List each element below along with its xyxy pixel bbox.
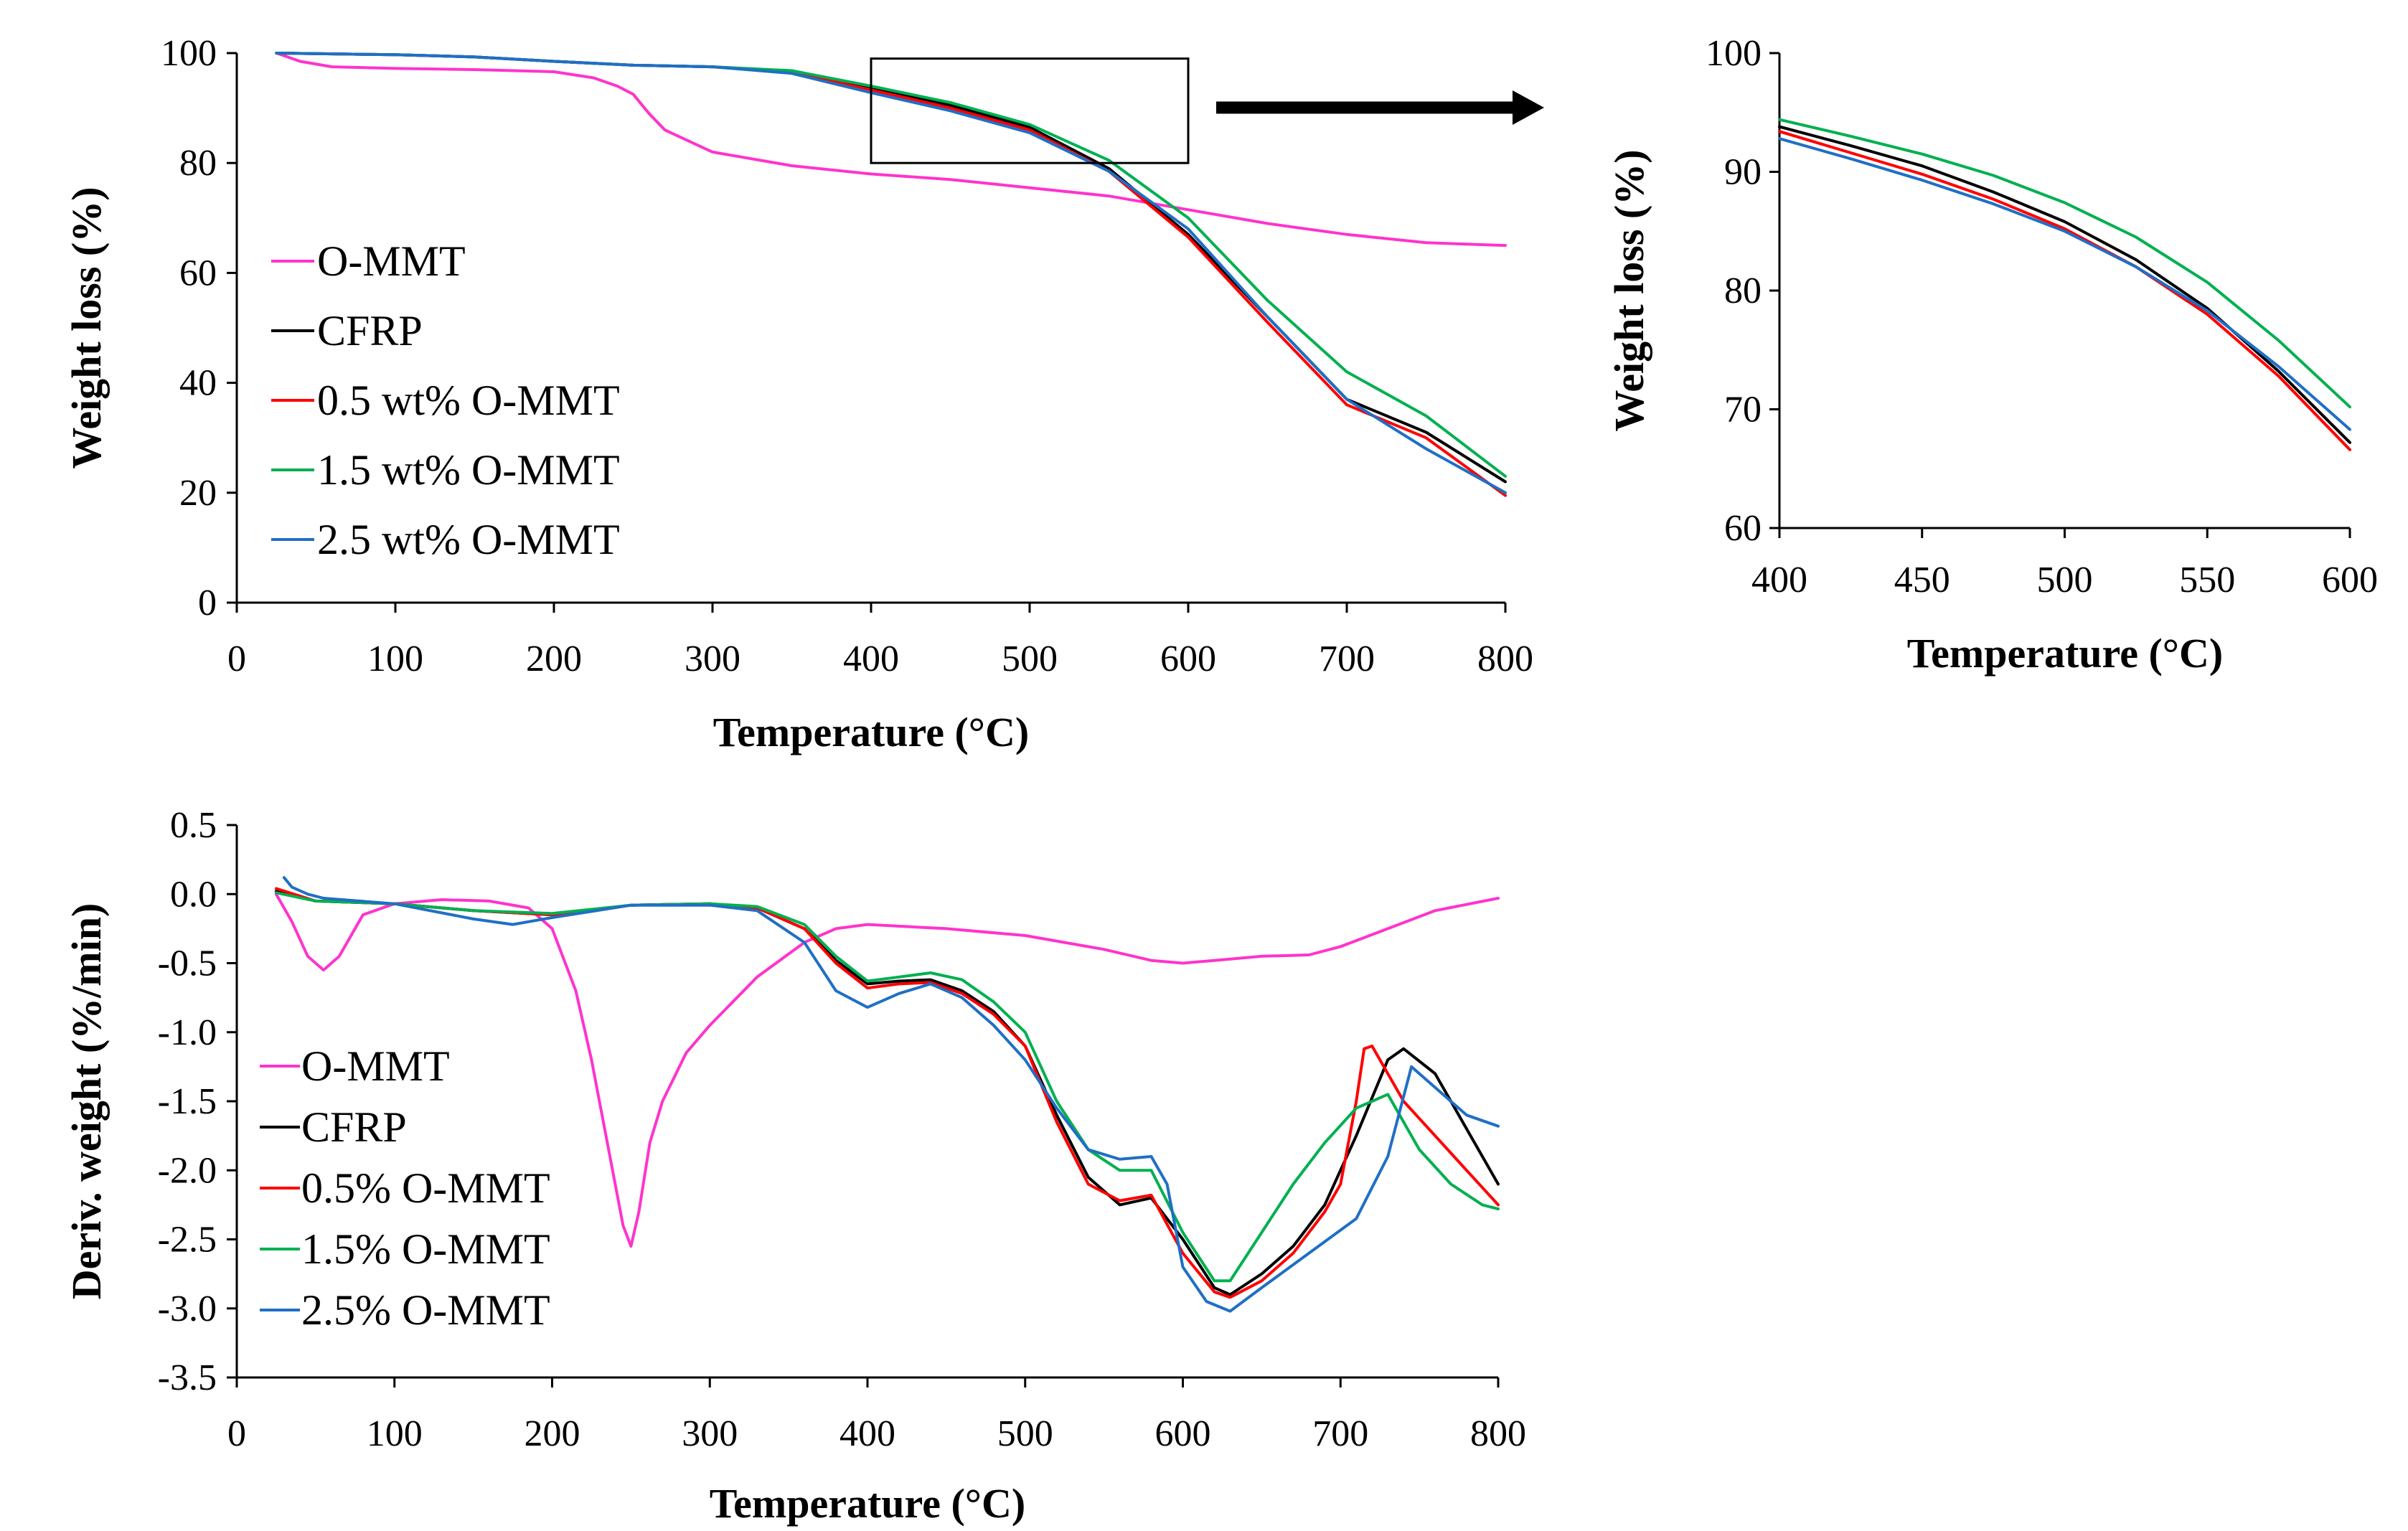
dtg-xtick-label: 0: [227, 1413, 246, 1454]
dtg-ytick-label: 0.5: [170, 805, 217, 846]
dtg-legend-label-1-5: 1.5% O-MMT: [301, 1225, 550, 1273]
tga_main-ytick-label: 100: [161, 33, 217, 74]
tga-main-legend: O-MMT CFRP 0.5 wt% O-MMT 1.5 wt% O-MMT 2…: [271, 237, 620, 563]
dtg-legend-item-1-5: 1.5% O-MMT: [260, 1225, 550, 1273]
legend-item-0-5: 0.5 wt% O-MMT: [271, 377, 620, 424]
tga-zoom-series: [1778, 118, 2351, 451]
tga-main-y-tick-labels: 0 20 40 60 80 100: [161, 33, 217, 623]
tga-zoom-y-axis-title: Weight loss (%): [1606, 149, 1652, 431]
dtg-tick-marks: [227, 824, 1500, 1388]
dtg-legend-item-o-mmt: O-MMT: [260, 1042, 450, 1090]
tga_main-ytick-label: 20: [179, 473, 217, 514]
dtg-ytick-label: -3.5: [158, 1357, 217, 1398]
tga_main-xtick-label: 700: [1319, 639, 1375, 679]
legend-item-cfrp: CFRP: [271, 307, 423, 354]
legend-label-2-5: 2.5 wt% O-MMT: [317, 516, 620, 563]
tga_zoom-xtick-label: 450: [1894, 560, 1950, 600]
tga_zoom-ytick-label: 60: [1724, 508, 1762, 549]
zoom-region-box: [870, 57, 1190, 164]
dtg-series-2-5: [282, 876, 1500, 1313]
dtg-legend-label-o-mmt: O-MMT: [301, 1042, 450, 1090]
tga-zoom-x-axis-title: Temperature (°C): [1907, 630, 2223, 677]
dtg-ytick-label: -1.5: [158, 1081, 217, 1122]
tga-main-y-axis-title: Weight loss (%): [63, 187, 110, 468]
dtg-ytick-label: 0.0: [170, 874, 217, 915]
tga_zoom-xtick-label: 400: [1751, 560, 1807, 600]
dtg-y-tick-labels: -3.5 -3.0 -2.5 -2.0 -1.5 -1.0 -0.5 0.0 0.5: [158, 805, 217, 1398]
tga_zoom-xtick-label: 600: [2322, 560, 2378, 600]
tga_zoom-series-0-5: [1778, 130, 2351, 451]
dtg-legend-label-2-5: 2.5% O-MMT: [301, 1286, 550, 1334]
dtg-xtick-label: 300: [682, 1413, 738, 1454]
legend-item-2-5: 2.5 wt% O-MMT: [271, 516, 620, 563]
tga_main-ytick-label: 60: [179, 253, 217, 293]
tga_main-xtick-label: 800: [1477, 639, 1533, 679]
tga_main-xtick-label: 100: [367, 639, 423, 679]
legend-item-1-5: 1.5 wt% O-MMT: [271, 446, 620, 494]
tga-main-x-axis-title: Temperature (°C): [713, 709, 1029, 755]
tga-main-tick-marks: [227, 52, 1507, 613]
tga-zoom-y-tick-labels: 60 70 80 90 100: [1706, 33, 1762, 549]
tga_main-series-2-5: [275, 52, 1507, 494]
dtg-series: [274, 876, 1500, 1313]
dtg-xtick-label: 500: [997, 1413, 1053, 1454]
dtg-xtick-label: 100: [367, 1413, 423, 1454]
tga_zoom-ytick-label: 80: [1724, 270, 1762, 311]
dtg-legend-label-cfrp: CFRP: [301, 1103, 407, 1151]
dtg-legend-label-0-5: 0.5% O-MMT: [301, 1164, 550, 1212]
tga_main-xtick-label: 200: [526, 639, 582, 679]
dtg-legend: O-MMT CFRP 0.5% O-MMT 1.5% O-MMT 2.5% O-…: [260, 1042, 550, 1334]
legend-item-o-mmt: O-MMT: [271, 237, 466, 285]
tga-zoom-x-tick-labels: 400 450 500 550 600: [1751, 560, 2378, 600]
zoom-arrow: [1216, 90, 1544, 125]
tga_main-xtick-label: 400: [843, 639, 899, 679]
tga_zoom-series-cfrp: [1778, 125, 2351, 444]
dtg-xtick-label: 700: [1312, 1413, 1368, 1454]
legend-label-o-mmt: O-MMT: [317, 237, 466, 285]
tga_zoom-xtick-label: 550: [2179, 560, 2235, 600]
dtg-y-axis-title: Deriv. weight (%/min): [63, 903, 110, 1300]
dtg-xtick-label: 600: [1155, 1413, 1211, 1454]
tga_main-ytick-label: 40: [179, 363, 217, 404]
tga_zoom-ytick-label: 90: [1724, 152, 1762, 193]
tga-zoom-chart: 400 450 500 550 600 60 70 80 90 100 Temperature …: [1606, 33, 2378, 677]
legend-label-cfrp: CFRP: [317, 307, 423, 354]
dtg-ytick-label: -1.0: [158, 1012, 217, 1053]
dtg-legend-item-2-5: 2.5% O-MMT: [260, 1286, 550, 1334]
dtg-x-tick-labels: 0 100 200 300 400 500 600 700 800: [227, 1413, 1526, 1454]
tga-main-series: [275, 52, 1507, 497]
dtg-legend-item-0-5: 0.5% O-MMT: [260, 1164, 550, 1212]
dtg-chart: 0 100 200 300 400 500 600 700 800 -3.5 -3.0 -2.5 -2…: [63, 805, 1526, 1527]
dtg-xtick-label: 400: [839, 1413, 895, 1454]
tga-main-x-tick-labels: 0 100 200 300 400 500 600 700 800: [227, 639, 1533, 679]
dtg-x-axis-title: Temperature (°C): [710, 1480, 1025, 1527]
tga_main-xtick-label: 0: [227, 639, 246, 679]
dtg-ytick-label: -3.0: [158, 1289, 217, 1329]
tga_main-ytick-label: 0: [198, 583, 217, 623]
tga-main-chart: 0 100 200 300 400 500 600 700 800 0 20 40 60 80 100 T…: [63, 33, 1544, 755]
tga_zoom-ytick-label: 70: [1724, 390, 1762, 430]
dtg-ytick-label: -2.5: [158, 1220, 217, 1261]
legend-label-1-5: 1.5 wt% O-MMT: [317, 446, 620, 494]
tga_zoom-xtick-label: 500: [2037, 560, 2093, 600]
tga_main-xtick-label: 500: [1002, 639, 1058, 679]
tga_zoom-ytick-label: 100: [1706, 33, 1762, 74]
dtg-legend-item-cfrp: CFRP: [260, 1103, 407, 1151]
tga_main-ytick-label: 80: [179, 143, 217, 184]
tga_zoom-series-2-5: [1778, 137, 2351, 431]
tga_main-xtick-label: 300: [685, 639, 740, 679]
tga-zoom-tick-marks: [1769, 52, 2351, 538]
dtg-xtick-label: 200: [525, 1413, 580, 1454]
dtg-ytick-label: -2.0: [158, 1150, 217, 1191]
tga_zoom-series-1-5: [1778, 118, 2351, 409]
tga_main-series-o-mmt: [275, 52, 1507, 248]
dtg-xtick-label: 800: [1470, 1413, 1526, 1454]
legend-label-0-5: 0.5 wt% O-MMT: [317, 377, 620, 424]
tga_main-xtick-label: 600: [1160, 639, 1216, 679]
dtg-ytick-label: -0.5: [158, 943, 217, 984]
